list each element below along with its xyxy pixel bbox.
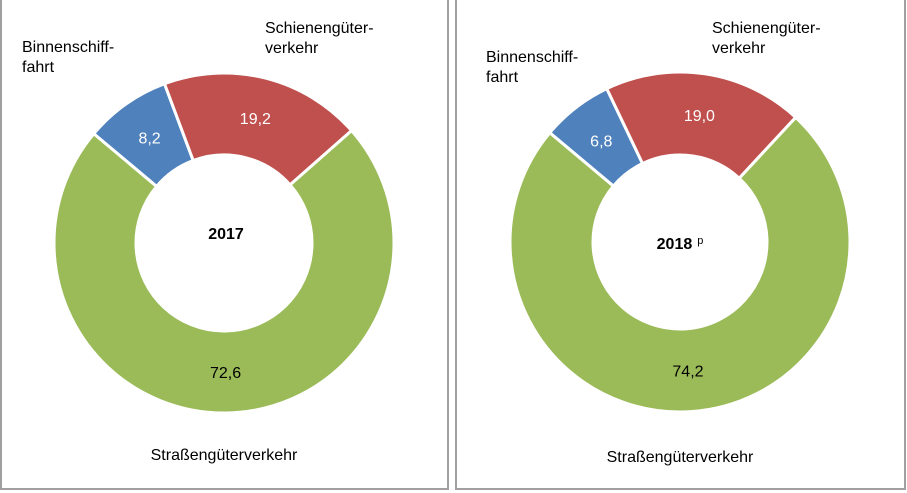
data-label: 72,6 [210, 365, 241, 382]
category-label: Binnenschiff-fahrt [486, 49, 578, 86]
data-label: 74,2 [672, 363, 703, 380]
donut-slice-schienengüterverkehr [162, 71, 354, 187]
category-label: Schienengüter-verkehr [265, 20, 374, 57]
category-label: Straßengüterverkehr [151, 447, 298, 464]
category-label: Straßengüterverkehr [607, 449, 754, 466]
data-label: 19,0 [684, 108, 715, 125]
donut-slice-schienengüterverkehr [604, 70, 798, 181]
center-year-label: 2018 p [657, 235, 704, 253]
category-label: Binnenschiff-fahrt [22, 39, 114, 76]
center-year-label: 2017 [208, 226, 244, 243]
donut-slice-straßengüterverkehr [52, 128, 396, 415]
data-label: 8,2 [138, 131, 160, 148]
data-label: 6,8 [590, 133, 612, 150]
chart-panel-2017 [0, 0, 449, 490]
chart-panel-2018 [455, 0, 906, 490]
category-label: Schienengüter-verkehr [712, 20, 821, 57]
data-label: 19,2 [240, 111, 271, 128]
donut-slice-straßengüterverkehr [508, 115, 852, 414]
